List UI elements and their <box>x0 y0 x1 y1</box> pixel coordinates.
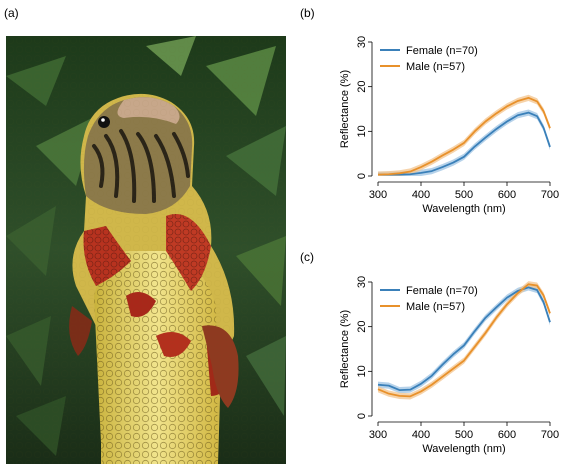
y-tick-label: 20 <box>356 81 368 93</box>
y-tick-label: 0 <box>356 173 368 179</box>
y-tick-label: 20 <box>356 321 368 333</box>
x-tick-label: 300 <box>369 189 387 201</box>
x-axis-label: Wavelength (nm) <box>422 203 505 215</box>
legend-label-0: Female (n=70) <box>406 285 478 297</box>
panel-label-a: (a) <box>4 6 19 20</box>
lizard-photo <box>6 36 286 464</box>
x-tick-label: 600 <box>498 189 516 201</box>
series-band-1 <box>378 94 550 176</box>
series-band-1 <box>378 281 550 400</box>
series-line-1 <box>377 96 551 176</box>
reflectance-chart-c: 0 10 20 30 300 400 500 600 700 Wavelength (nm) Ref… <box>339 276 559 455</box>
x-tick-label: 300 <box>369 429 387 441</box>
legend-label-1: Male (n=57) <box>406 301 465 313</box>
x-tick-label: 400 <box>412 429 430 441</box>
reflectance-chart-b: 0 10 20 30 300 400 500 600 700 Wavelength (nm) Ref… <box>339 36 559 215</box>
y-tick-label: 0 <box>356 413 368 419</box>
y-tick-label: 10 <box>356 125 368 137</box>
y-tick-label: 30 <box>356 276 368 288</box>
y-tick-label: 30 <box>356 36 368 48</box>
x-tick-label: 500 <box>455 189 473 201</box>
legend-label-1: Male (n=57) <box>406 61 465 73</box>
series-line-0 <box>378 111 551 176</box>
series-line-0 <box>377 286 551 391</box>
panel-label-c: (c) <box>300 250 314 264</box>
y-axis-label: Reflectance (%) <box>339 310 351 388</box>
x-tick-label: 700 <box>541 189 559 201</box>
x-tick-label: 500 <box>455 429 473 441</box>
series-line-1 <box>377 283 551 398</box>
series-band-0 <box>378 109 550 176</box>
y-tick-label: 10 <box>356 365 368 377</box>
y-axis-label: Reflectance (%) <box>339 70 351 148</box>
panel-label-b: (b) <box>300 6 315 20</box>
x-axis-label: Wavelength (nm) <box>422 443 505 455</box>
legend-label-0: Female (n=70) <box>406 45 478 57</box>
x-tick-label: 700 <box>541 429 559 441</box>
x-tick-label: 400 <box>412 189 430 201</box>
x-tick-label: 600 <box>498 429 516 441</box>
